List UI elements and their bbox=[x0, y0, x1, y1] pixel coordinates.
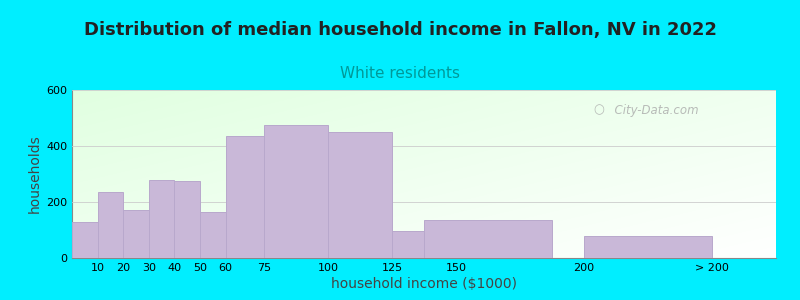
Bar bbox=[72, 222, 98, 258]
Text: Distribution of median household income in Fallon, NV in 2022: Distribution of median household income … bbox=[83, 21, 717, 39]
Bar bbox=[328, 132, 392, 258]
Text: White residents: White residents bbox=[340, 66, 460, 81]
Bar bbox=[200, 212, 226, 258]
Bar bbox=[149, 180, 174, 258]
Bar bbox=[226, 136, 264, 258]
Bar bbox=[98, 192, 123, 258]
X-axis label: household income ($1000): household income ($1000) bbox=[331, 277, 517, 291]
Bar bbox=[174, 181, 200, 258]
Bar bbox=[392, 231, 456, 258]
Y-axis label: households: households bbox=[28, 135, 42, 213]
Bar bbox=[424, 220, 552, 258]
Bar bbox=[264, 125, 328, 258]
Text: City-Data.com: City-Data.com bbox=[607, 104, 698, 117]
Text: ○: ○ bbox=[593, 104, 604, 117]
Bar bbox=[584, 236, 712, 258]
Bar bbox=[123, 210, 149, 258]
